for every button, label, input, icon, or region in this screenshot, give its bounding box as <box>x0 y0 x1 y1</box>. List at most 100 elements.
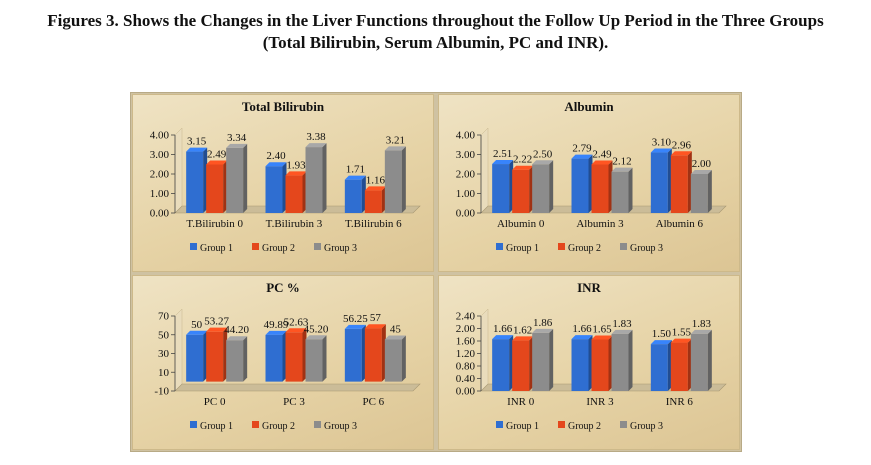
y-tick-label: 0.40 <box>456 373 476 385</box>
data-label: 3.21 <box>386 134 405 146</box>
data-label: 44.20 <box>224 324 249 336</box>
data-label: 1.93 <box>286 159 306 171</box>
bar-inr-6-group-3 <box>690 329 712 391</box>
chart-title: INR <box>577 280 601 295</box>
bar-pc-3-group-3 <box>305 335 327 382</box>
legend-label: Group 2 <box>262 243 295 254</box>
data-label: 1.71 <box>346 164 365 176</box>
data-label: 3.10 <box>652 137 672 149</box>
bar-inr-3-group-3 <box>611 329 633 391</box>
chart-title: Total Bilirubin <box>242 99 325 114</box>
bar-pc-3-group-1 <box>265 330 287 382</box>
bar-t-bilirubin-3-group-1 <box>265 162 287 213</box>
data-label: 1.86 <box>533 317 553 329</box>
category-label: PC 6 <box>362 396 384 408</box>
y-tick-label: 70 <box>158 311 170 323</box>
legend-swatch <box>190 243 197 250</box>
y-tick-label: 10 <box>158 367 170 379</box>
data-label: 56.25 <box>343 313 368 325</box>
bar-t-bilirubin-0-group-3 <box>226 143 248 213</box>
data-label: 2.22 <box>513 154 532 166</box>
category-label: T.Bilirubin 0 <box>186 218 243 230</box>
y-tick-label: 2.00 <box>456 169 476 181</box>
chart-grid: Total Bilirubin 0.00 1.00 2.00 3.00 4.00 3.15 2… <box>130 92 742 452</box>
legend-swatch <box>558 421 565 428</box>
bar-albumin-6-group-1 <box>650 148 672 213</box>
data-label: 2.49 <box>207 148 227 160</box>
legend-swatch <box>496 421 503 428</box>
legend-swatch <box>314 243 321 250</box>
bar-t-bilirubin-6-group-2 <box>364 186 386 213</box>
bar-pc-0-group-2 <box>206 327 228 382</box>
chart-svg-albumin: Albumin 0.00 1.00 2.00 3.00 4.00 2.51 2.22 2.50 A… <box>456 99 727 254</box>
legend-label: Group 1 <box>200 421 233 432</box>
bar-t-bilirubin-6-group-1 <box>344 175 366 213</box>
bar-pc-6-group-2 <box>364 324 386 382</box>
bar-t-bilirubin-3-group-2 <box>285 171 307 213</box>
bar-pc-6-group-3 <box>384 335 406 382</box>
legend-label: Group 1 <box>506 243 539 254</box>
y-tick-label: 50 <box>158 329 170 341</box>
category-label: PC 0 <box>204 396 226 408</box>
y-tick-label: 4.00 <box>150 130 170 142</box>
bar-pc-3-group-2 <box>285 328 307 382</box>
bar-t-bilirubin-0-group-2 <box>206 160 228 213</box>
legend-label: Group 3 <box>324 421 357 432</box>
data-label: 52.63 <box>284 316 309 328</box>
legend-swatch <box>252 243 259 250</box>
data-label: 53.27 <box>204 316 229 328</box>
legend-label: Group 3 <box>324 243 357 254</box>
legend-swatch <box>620 421 627 428</box>
bar-pc-6-group-1 <box>344 324 366 382</box>
bar-inr-6-group-2 <box>670 338 692 391</box>
y-tick-label: 0.00 <box>150 208 170 220</box>
y-tick-label: 2.00 <box>456 323 476 335</box>
legend-swatch <box>314 421 321 428</box>
y-tick-label: 0.80 <box>456 361 476 373</box>
y-tick-label: 1.00 <box>150 188 170 200</box>
data-label: 45 <box>390 323 402 335</box>
data-label: 2.12 <box>612 156 631 168</box>
y-tick-label: 30 <box>158 348 170 360</box>
legend-label: Group 1 <box>506 421 539 432</box>
data-label: 2.49 <box>592 148 612 160</box>
bar-albumin-0-group-1 <box>492 160 514 213</box>
data-label: 1.66 <box>572 323 592 335</box>
chart-svg-total-bilirubin: Total Bilirubin0.001.002.003.004.003.152… <box>150 99 421 254</box>
category-label: PC 3 <box>283 396 305 408</box>
data-label: 1.55 <box>672 327 692 339</box>
bar-inr-6-group-1 <box>650 340 672 391</box>
figure-title-line2: (Total Bilirubin, Serum Albumin, PC and … <box>262 33 609 52</box>
bar-t-bilirubin-0-group-1 <box>186 147 208 213</box>
legend-label: Group 3 <box>630 243 663 254</box>
data-label: 45.20 <box>304 323 329 335</box>
y-tick-label: 3.00 <box>150 149 170 161</box>
bar-inr-3-group-1 <box>571 335 593 391</box>
figure-title: Figures 3. Shows the Changes in the Live… <box>0 10 871 54</box>
category-label: INR 3 <box>586 396 614 408</box>
data-label: 1.83 <box>612 318 632 330</box>
legend: Group 1 Group 2 Group 3 <box>190 421 357 432</box>
bar-albumin-0-group-3 <box>532 160 554 213</box>
legend: Group 1 Group 2 Group 3 <box>496 243 663 254</box>
data-label: 3.38 <box>306 131 326 143</box>
bar-t-bilirubin-3-group-3 <box>305 143 327 213</box>
legend-label: Group 2 <box>568 421 601 432</box>
data-label: 1.65 <box>592 323 612 335</box>
data-label: 1.50 <box>652 328 672 340</box>
y-tick-label: 1.60 <box>456 336 476 348</box>
legend-label: Group 3 <box>630 421 663 432</box>
bar-inr-0-group-2 <box>512 336 534 391</box>
legend-swatch <box>190 421 197 428</box>
legend-label: Group 2 <box>262 421 295 432</box>
data-label: 49.89 <box>264 319 289 331</box>
chart-title: PC % <box>266 280 300 295</box>
bar-albumin-3-group-1 <box>571 154 593 213</box>
data-label: 57 <box>370 312 382 324</box>
category-label: Albumin 3 <box>576 218 624 230</box>
chart-panel-inr: INR 0.00 0.40 0.80 1.20 1.60 2.00 2.40 1.66 1.62 1… <box>438 275 740 450</box>
chart-panel-pc: PC % -10 10 30 50 70 50 53.27 44.20 PC 0 49.89 52.6… <box>132 275 434 450</box>
y-tick-label: 0.00 <box>456 208 476 220</box>
